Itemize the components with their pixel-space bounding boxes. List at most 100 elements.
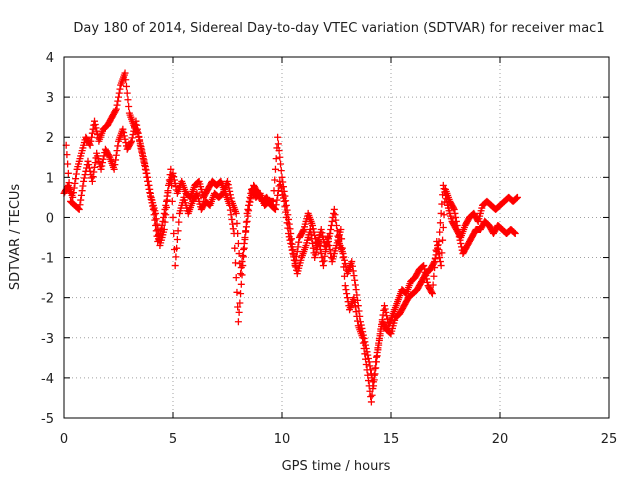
data-point-marker xyxy=(319,232,327,240)
y-tick-label: -3 xyxy=(41,332,54,347)
x-axis-label: GPS time / hours xyxy=(282,459,391,474)
data-point-marker xyxy=(133,125,141,133)
data-point xyxy=(149,205,157,213)
data-point-marker xyxy=(326,246,334,254)
data-point-marker xyxy=(510,228,518,236)
data-point-marker xyxy=(88,174,96,182)
data-point-marker xyxy=(288,246,296,254)
data-point-marker xyxy=(246,198,254,206)
x-tick-label: 25 xyxy=(601,432,618,447)
data-point-marker xyxy=(172,253,180,261)
data-point-marker xyxy=(349,267,357,275)
data-point-marker xyxy=(238,258,246,266)
data-point-marker xyxy=(99,155,107,163)
data-point-marker xyxy=(307,230,315,238)
data-point-marker xyxy=(420,265,428,273)
data-point-marker xyxy=(72,170,80,178)
data-point xyxy=(121,69,129,77)
data-point-marker xyxy=(125,102,133,110)
data-point-marker xyxy=(441,198,449,206)
data-point-marker xyxy=(436,254,444,262)
data-point-marker xyxy=(138,148,146,156)
data-point-marker xyxy=(364,377,372,385)
data-point-marker xyxy=(162,201,170,209)
data-point-marker xyxy=(88,133,96,141)
data-point-marker xyxy=(240,240,248,248)
data-point-marker xyxy=(64,169,72,177)
data-point-marker xyxy=(431,255,439,263)
data-point-marker xyxy=(152,221,160,229)
data-point-marker xyxy=(91,159,99,167)
data-point-marker xyxy=(439,223,447,231)
data-point-marker xyxy=(351,298,359,306)
data-point-marker xyxy=(165,176,173,184)
data-point-marker xyxy=(340,263,348,271)
data-point-marker xyxy=(72,175,80,183)
data-point-marker xyxy=(105,152,113,160)
data-point xyxy=(167,165,175,173)
data-point-marker xyxy=(351,281,359,289)
data-point-marker xyxy=(229,225,237,233)
data-point-marker xyxy=(124,96,132,104)
data-point-marker xyxy=(173,236,181,244)
data-point-marker xyxy=(70,184,78,192)
data-point-marker xyxy=(456,236,464,244)
data-point-marker xyxy=(273,196,281,204)
y-tick-label: -1 xyxy=(41,252,54,267)
data-point-marker xyxy=(244,205,252,213)
data-point xyxy=(152,209,160,217)
data-point-marker xyxy=(279,194,287,202)
data-point-marker xyxy=(238,271,246,279)
chart-title: Day 180 of 2014, Sidereal Day-to-day VTE… xyxy=(73,21,604,36)
plot-frame xyxy=(63,56,610,419)
data-point-marker xyxy=(331,211,339,219)
series-track-a xyxy=(60,69,521,390)
data-point-marker xyxy=(242,223,250,231)
data-point xyxy=(75,205,83,213)
data-point-marker xyxy=(143,173,151,181)
data-point-marker xyxy=(473,216,481,224)
data-point-marker xyxy=(364,371,372,379)
data-point-marker xyxy=(287,240,295,248)
data-point-marker xyxy=(237,264,245,272)
data-point-marker xyxy=(340,253,348,261)
data-point-marker xyxy=(169,213,177,221)
data-point xyxy=(363,366,371,374)
data-point-marker xyxy=(319,258,327,266)
data-point xyxy=(112,105,120,113)
data-point xyxy=(88,177,96,185)
data-point xyxy=(330,205,338,213)
data-point-marker xyxy=(317,250,325,258)
data-point-marker xyxy=(373,348,381,356)
data-point xyxy=(450,205,458,213)
data-point xyxy=(132,117,140,125)
data-point-marker xyxy=(372,364,380,372)
data-point-marker xyxy=(226,206,234,214)
data-point-marker xyxy=(129,131,137,139)
y-tick-label: 4 xyxy=(46,51,54,66)
data-point-marker xyxy=(318,229,326,237)
data-point-marker xyxy=(322,248,330,256)
data-point-marker xyxy=(233,219,241,227)
data-point-marker xyxy=(436,219,444,227)
data-point xyxy=(276,177,284,185)
data-point-marker xyxy=(112,156,120,164)
x-tick-label: 20 xyxy=(492,432,509,447)
data-point-marker xyxy=(276,153,284,161)
data-point xyxy=(309,221,317,229)
data-point-marker xyxy=(277,160,285,168)
data-point xyxy=(245,201,253,209)
data-point-marker xyxy=(367,393,375,401)
data-point-marker xyxy=(365,382,373,390)
data-point-marker xyxy=(333,221,340,229)
data-point-marker xyxy=(271,176,279,184)
data-point-marker xyxy=(224,181,232,189)
data-point xyxy=(141,161,149,169)
data-point-marker xyxy=(428,288,436,296)
data-point-marker xyxy=(290,256,298,264)
data-point-marker xyxy=(421,268,429,276)
data-point-marker xyxy=(91,121,99,129)
data-point-marker xyxy=(422,272,430,280)
data-point-marker xyxy=(116,85,124,93)
data-point-marker xyxy=(170,173,178,181)
